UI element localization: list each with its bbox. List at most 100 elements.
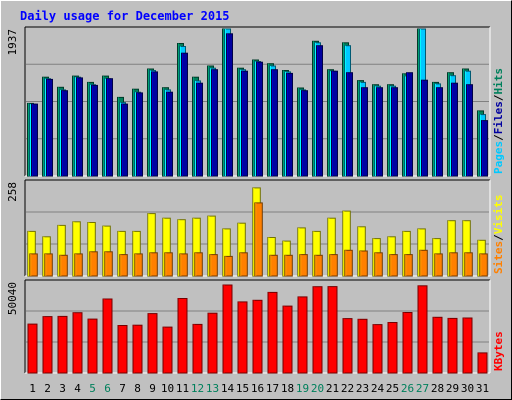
y-max-label: 1937: [6, 29, 19, 56]
bar-kbytes-day-16: [252, 299, 263, 374]
bar-kbytes-day-30: [462, 317, 473, 374]
bar-sites-day-20: [314, 254, 323, 277]
bar-sites-day-7: [119, 254, 128, 277]
bar-kbytes-day-29: [447, 317, 458, 374]
legend-kbytes: KBytes: [492, 331, 505, 371]
chart-title: Daily usage for December 2015: [20, 9, 230, 23]
bar-kbytes-day-28: [432, 316, 443, 374]
x-tick-label: 5: [89, 382, 96, 395]
bar-kbytes-day-5: [87, 318, 98, 374]
bar-sites-day-23: [359, 250, 368, 277]
bar-kbytes-day-6: [102, 298, 113, 374]
bar-pages-day-27: [421, 79, 428, 177]
legend-hits-files-pages: Pages/Files/Hits: [492, 68, 505, 174]
x-tick-label: 26: [401, 382, 414, 395]
bar-kbytes-day-2: [42, 316, 53, 374]
legend-item-hits: Hits: [492, 68, 505, 95]
bar-sites-day-27: [419, 249, 428, 277]
bar-kbytes-day-4: [72, 312, 83, 374]
bar-pages-day-4: [76, 77, 83, 177]
bar-sites-day-12: [194, 252, 203, 277]
bar-kbytes-day-24: [372, 324, 383, 374]
x-tick-label: 7: [119, 382, 126, 395]
bar-kbytes-day-15: [237, 301, 248, 374]
bar-sites-day-6: [104, 251, 113, 277]
x-tick-label: 21: [326, 382, 339, 395]
bar-sites-day-16: [254, 202, 263, 277]
bar-pages-day-24: [376, 87, 383, 177]
bar-sites-day-13: [209, 254, 218, 277]
legend-separator: /: [492, 134, 505, 141]
bar-kbytes-day-12: [192, 323, 203, 374]
bar-kbytes-day-19: [297, 296, 308, 374]
bar-pages-day-29: [451, 82, 458, 177]
bar-pages-day-9: [151, 71, 158, 177]
x-tick-label: 18: [281, 382, 294, 395]
y-max-label: 50040: [6, 282, 19, 315]
bar-sites-day-24: [374, 252, 383, 277]
bar-sites-day-14: [224, 255, 233, 277]
bar-sites-day-21: [329, 254, 338, 277]
bar-kbytes-day-11: [177, 298, 188, 374]
bar-kbytes-day-23: [357, 318, 368, 374]
bar-pages-day-17: [271, 69, 278, 177]
x-tick-label: 17: [266, 382, 279, 395]
legend-separator: /: [492, 94, 505, 101]
bar-pages-day-22: [346, 72, 353, 177]
x-tick-label: 1: [29, 382, 36, 395]
x-tick-label: 28: [431, 382, 444, 395]
bar-pages-day-25: [391, 87, 398, 177]
bar-pages-day-16: [256, 61, 263, 177]
y-max-label: 258: [6, 182, 19, 202]
x-tick-label: 24: [371, 382, 385, 395]
x-tick-label: 25: [386, 382, 399, 395]
bar-pages-day-1: [31, 103, 38, 177]
bar-sites-day-2: [44, 253, 53, 277]
bar-pages-day-31: [481, 120, 488, 177]
bar-kbytes-day-25: [387, 322, 398, 374]
x-tick-label: 22: [341, 382, 354, 395]
legend-item-pages: Pages: [492, 141, 505, 174]
legend-item-kbytes: KBytes: [492, 331, 505, 371]
legend-visits-sites: Sites/Visits: [492, 195, 505, 275]
x-tick-label: 27: [416, 382, 429, 395]
bar-sites-day-11: [179, 253, 188, 277]
bar-pages-day-18: [286, 72, 293, 177]
x-tick-label: 29: [446, 382, 459, 395]
bar-pages-day-3: [61, 90, 68, 177]
bar-sites-day-19: [299, 254, 308, 277]
bar-sites-day-30: [464, 252, 473, 277]
bar-pages-day-5: [91, 84, 98, 177]
bar-pages-day-7: [121, 103, 128, 177]
bar-pages-day-14: [226, 33, 233, 177]
x-tick-label: 8: [134, 382, 141, 395]
bar-kbytes-day-7: [117, 325, 128, 374]
x-tick-label: 10: [161, 382, 174, 395]
bar-kbytes-day-21: [327, 286, 338, 374]
bar-pages-day-6: [106, 78, 113, 177]
x-tick-label: 19: [296, 382, 309, 395]
bar-pages-day-30: [466, 84, 473, 177]
bar-kbytes-day-22: [342, 318, 353, 374]
bar-sites-day-29: [449, 252, 458, 277]
bar-sites-day-18: [284, 254, 293, 277]
bar-pages-day-12: [196, 82, 203, 177]
bar-sites-day-5: [89, 251, 98, 277]
bar-pages-day-28: [436, 87, 443, 177]
x-tick-label: 15: [236, 382, 249, 395]
bar-kbytes-day-17: [267, 291, 278, 374]
legend-separator: /: [492, 234, 505, 241]
x-tick-label: 4: [74, 382, 81, 395]
bar-pages-day-20: [316, 45, 323, 177]
bar-sites-day-26: [404, 254, 413, 277]
bar-pages-day-2: [46, 78, 53, 177]
bar-sites-day-31: [479, 253, 488, 277]
bar-pages-day-8: [136, 92, 143, 177]
bar-pages-day-11: [181, 52, 188, 177]
x-tick-label: 20: [311, 382, 324, 395]
bar-kbytes-day-9: [147, 313, 158, 374]
bar-sites-day-22: [344, 249, 353, 277]
x-tick-label: 23: [356, 382, 369, 395]
bar-kbytes-day-13: [207, 312, 218, 374]
bar-pages-day-10: [166, 91, 173, 177]
